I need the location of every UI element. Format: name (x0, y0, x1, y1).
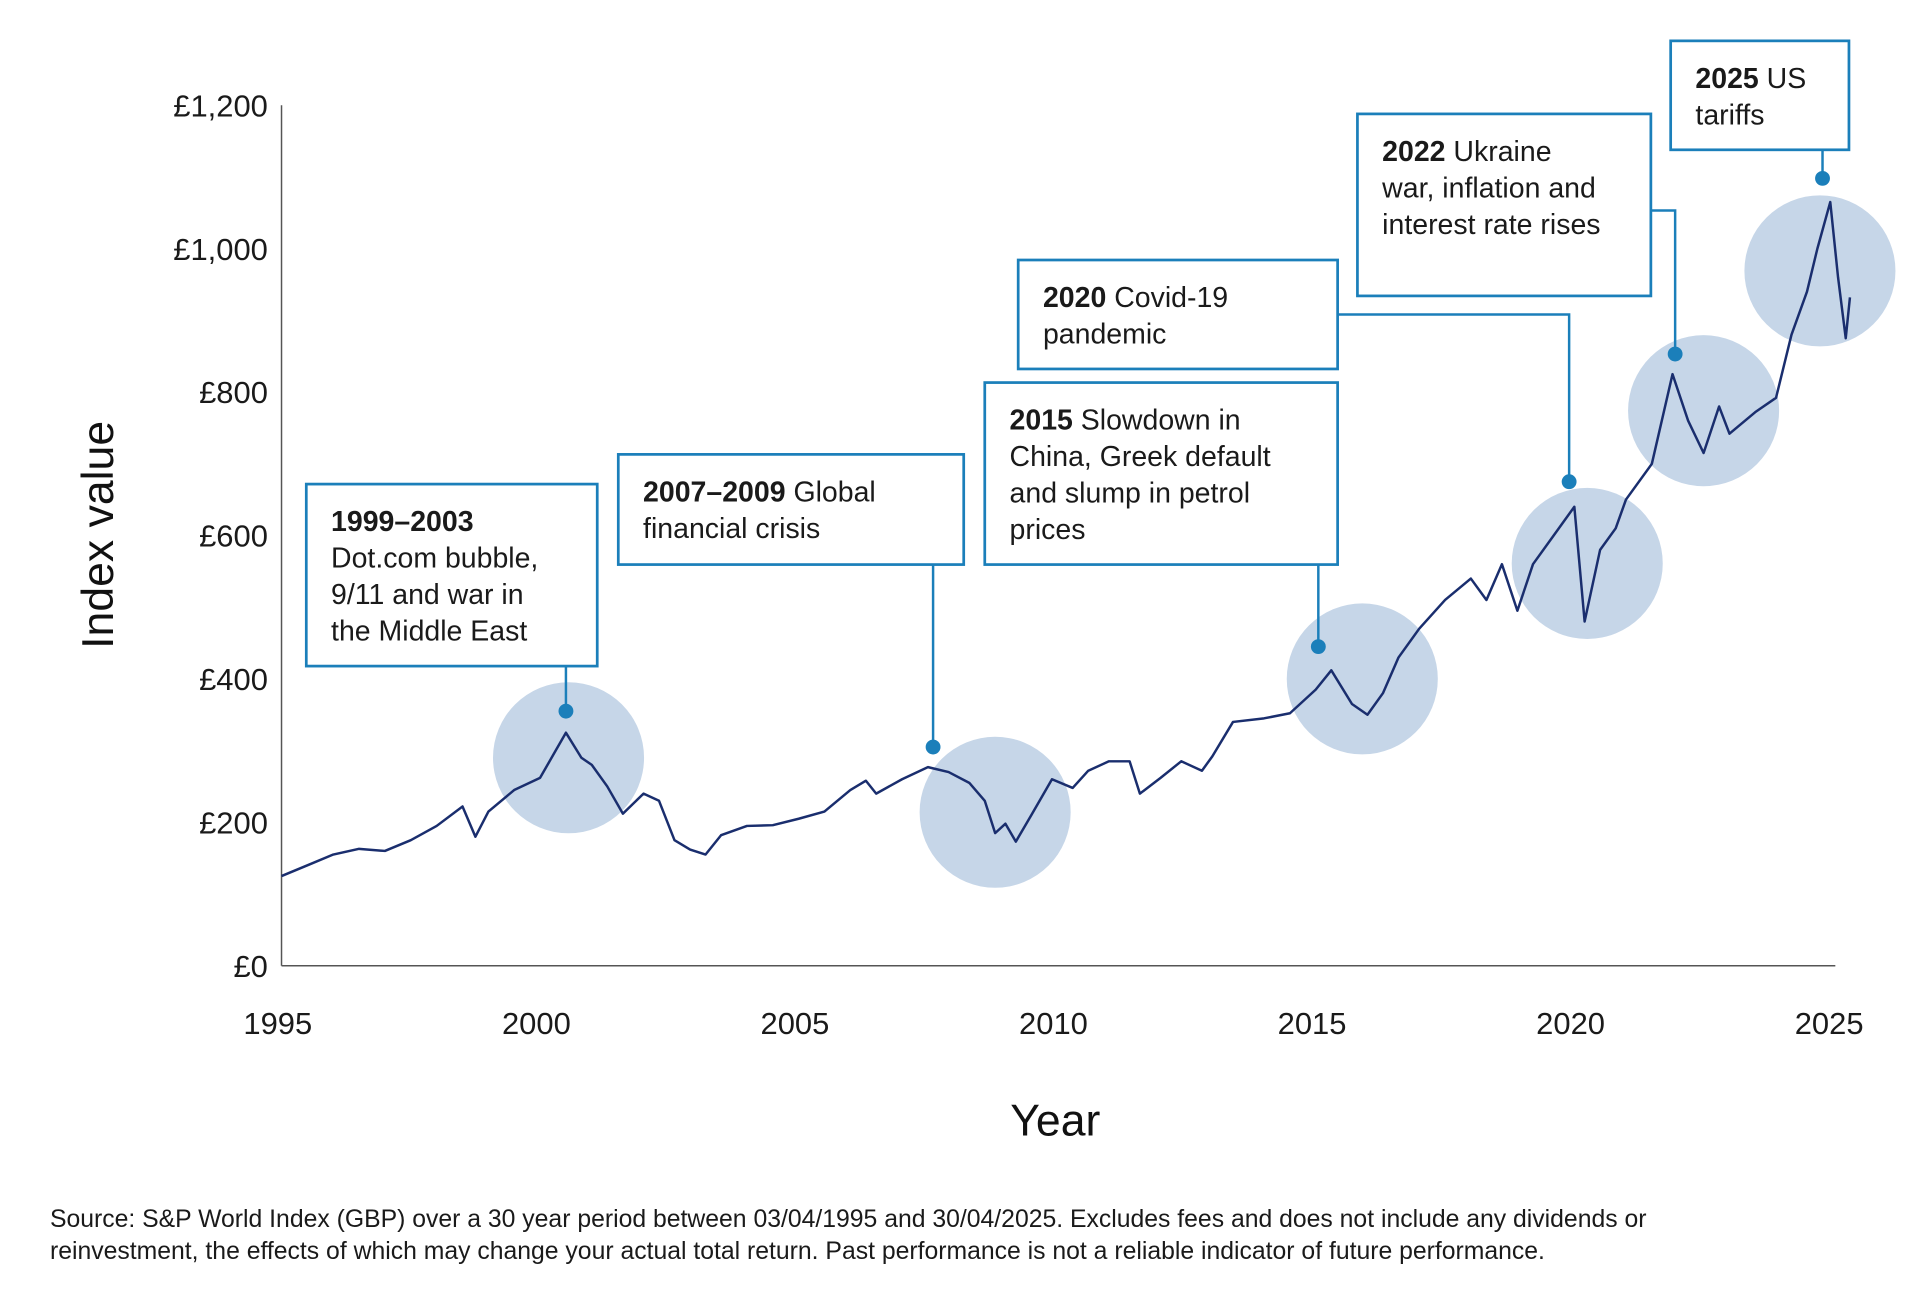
callout-2020: 2020 Covid-19 pandemic (1016, 258, 1577, 490)
footnote-line-2: reinvestment, the effects of which may c… (50, 1238, 1545, 1265)
callout-text-line: 2015 Slowdown in (1010, 405, 1241, 437)
callout-text-line: 2007–2009 Global (643, 476, 876, 508)
x-tick-label: 2020 (1536, 1006, 1605, 1041)
x-tick-label: 2015 (1278, 1006, 1347, 1041)
y-tick-label: £600 (199, 519, 268, 554)
callout-dot (1667, 346, 1683, 362)
callout-dot (925, 739, 941, 755)
x-tick-labels: 1995 2000 2005 2010 2015 2020 2025 (243, 1006, 1863, 1041)
y-tick-label: £400 (199, 662, 268, 697)
callout-2007-2009: 2007–2009 Global financial crisis (616, 453, 966, 755)
callout-text-line: tariffs (1695, 99, 1764, 131)
callout-text-line: interest rate rises (1382, 209, 1600, 241)
callout-text-line: financial crisis (643, 513, 820, 545)
series-line (281, 200, 1852, 878)
x-axis-title: Year (1010, 1096, 1100, 1145)
highlight-circle (919, 736, 1071, 888)
callout-box (304, 482, 599, 668)
y-tick-label: £0 (233, 949, 267, 984)
y-tick-labels: £0 £200 £400 £600 £800 £1,000 £1,200 (173, 88, 268, 983)
x-tick-label: 2005 (761, 1006, 830, 1041)
y-tick-label: £800 (199, 375, 268, 410)
callout-2022: 2022 Ukraine war, inflation and interest r… (1356, 112, 1683, 362)
callout-text-line: prices (1010, 514, 1086, 546)
callout-dot (1561, 474, 1577, 490)
highlight-circles (492, 195, 1896, 888)
callout-text-line: China, Greek default (1010, 441, 1271, 473)
callout-text-line: 1999–2003 (331, 506, 474, 538)
callout-text-line: 2020 Covid-19 (1043, 282, 1228, 314)
callout-text-line: 9/11 and war in (331, 579, 524, 611)
highlight-circle (1744, 195, 1896, 347)
callout-dot (558, 703, 574, 719)
callout-text-line: 2022 Ukraine (1382, 136, 1551, 168)
callout-connector (1650, 209, 1677, 355)
x-tick-label: 2010 (1019, 1006, 1088, 1041)
footnote-line-1: Source: S&P World Index (GBP) over a 30 … (50, 1206, 1646, 1233)
y-tick-label: £1,200 (173, 88, 268, 123)
highlight-circle (1511, 487, 1663, 639)
x-tick-label: 2000 (502, 1006, 571, 1041)
callout-text-line: 2025 US (1695, 63, 1806, 95)
callout-1999-2003: 1999–2003 Dot.com bubble, 9/11 and war in t… (304, 482, 599, 719)
y-axis-title: Index value (74, 421, 123, 649)
y-tick-label: £1,000 (173, 232, 268, 267)
callout-text-line: the Middle East (331, 616, 527, 648)
callout-box (1016, 258, 1339, 371)
callout-box (616, 453, 966, 566)
callout-text-line: war, inflation and (1381, 172, 1596, 204)
annotations: 1999–2003 Dot.com bubble, 9/11 and war in t… (304, 39, 1851, 755)
highlight-circle (1628, 335, 1780, 487)
callout-connector (1337, 313, 1571, 482)
highlight-circle (492, 682, 645, 834)
callout-text-line: Dot.com bubble, (331, 543, 538, 575)
callout-2025: 2025 US tariffs (1669, 39, 1851, 186)
y-tick-label: £200 (199, 805, 268, 840)
highlight-circle (1286, 603, 1438, 755)
callout-dot (1815, 170, 1830, 186)
callout-2015: 2015 Slowdown in China, Greek default and … (983, 381, 1339, 655)
x-tick-label: 2025 (1795, 1006, 1864, 1041)
callout-dot (1310, 639, 1326, 655)
callout-text-line: pandemic (1043, 319, 1166, 351)
x-tick-label: 1995 (243, 1006, 312, 1041)
callout-box (1669, 39, 1851, 152)
callout-text-line: and slump in petrol (1010, 478, 1251, 510)
callout-box (1356, 112, 1653, 298)
callout-box (983, 381, 1339, 566)
